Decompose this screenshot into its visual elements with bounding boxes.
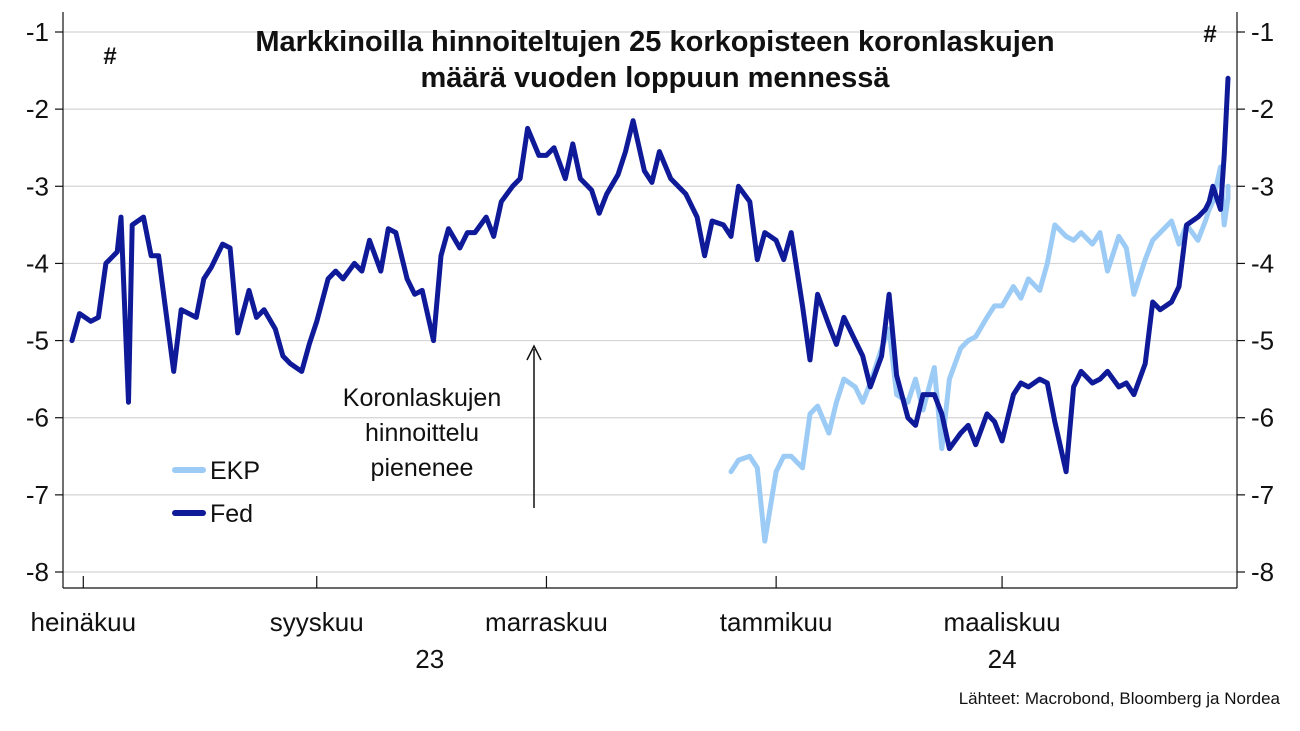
left-tick-label: -3 [26,171,49,201]
series-line-fed [69,75,1231,475]
left-tick-label: -5 [26,326,49,356]
annotation-line-2: hinnoittelu [365,419,479,447]
chart-title-line-1: Markkinoilla hinnoiteltujen 25 korkopist… [255,26,1055,58]
legend: EKP Fed [172,457,260,528]
right-y-axis: -1 -2 -3 -4 -5 -6 -7 -8 [1236,12,1274,588]
x-tick-label: maaliskuu [944,607,1061,637]
right-tick-label: -3 [1251,171,1274,201]
chart-title: Markkinoilla hinnoiteltujen 25 korkopist… [150,24,1160,96]
x-tick-label: heinäkuu [31,607,137,637]
annotation-line-1: Koronlaskujen [343,384,501,412]
grid-lines [63,31,1237,573]
series-line-ekp [728,164,1231,544]
x-tick-label: tammikuu [720,607,833,637]
annotation-arrowhead-icon [526,344,542,361]
source-note: Lähteet: Macrobond, Bloomberg ja Nordea [958,689,1280,708]
annotation-line-3: pienenee [371,454,474,482]
year-label: 24 [988,644,1017,674]
left-tick-label: -8 [26,557,49,587]
annotation: Koronlaskujen hinnoittelu pienenee [343,344,542,508]
x-tick-label: marraskuu [485,607,608,637]
left-tick-label: -2 [26,94,49,124]
legend-label-fed: Fed [210,500,253,528]
right-tick-label: -1 [1251,17,1274,47]
left-tick-label: -4 [26,248,49,278]
series-layer [69,75,1231,544]
left-tick-label: -1 [26,17,49,47]
legend-label-ekp: EKP [210,457,260,485]
x-axis: heinäkuu syyskuu marraskuu tammikuu maalisku… [31,576,1237,674]
year-label: 23 [415,644,444,674]
x-tick-label: syyskuu [270,607,364,637]
right-tick-label: -2 [1251,94,1274,124]
left-y-axis: -1 -2 -3 -4 -5 -6 -7 -8 [26,12,64,588]
chart-title-line-2: määrä vuoden loppuun mennessä [420,62,890,94]
right-tick-label: -6 [1251,403,1274,433]
right-tick-label: -8 [1251,557,1274,587]
right-unit-label: # [1203,21,1216,48]
right-tick-label: -4 [1251,248,1274,278]
left-unit-label: # [103,43,116,70]
left-tick-label: -7 [26,480,49,510]
right-tick-label: -7 [1251,480,1274,510]
left-tick-label: -6 [26,403,49,433]
right-tick-label: -5 [1251,326,1274,356]
